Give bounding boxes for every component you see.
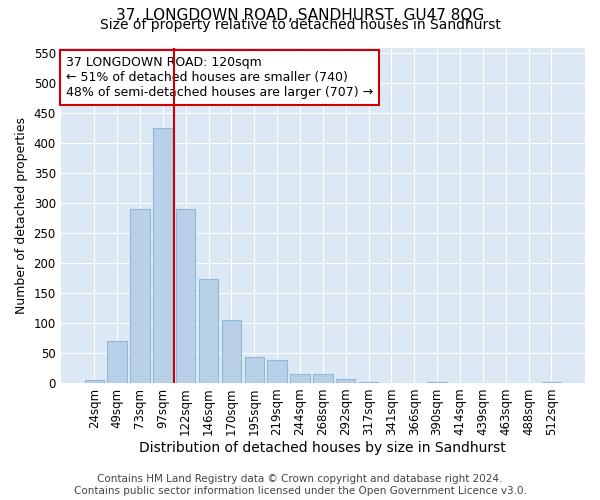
Bar — [268, 360, 287, 383]
Bar — [107, 341, 127, 383]
Bar — [427, 382, 447, 383]
Bar — [199, 280, 218, 383]
Bar — [85, 380, 104, 383]
Text: 37, LONGDOWN ROAD, SANDHURST, GU47 8QG: 37, LONGDOWN ROAD, SANDHURST, GU47 8QG — [116, 8, 484, 22]
Text: Size of property relative to detached houses in Sandhurst: Size of property relative to detached ho… — [100, 18, 500, 32]
Bar — [153, 128, 173, 383]
Bar — [130, 209, 149, 383]
Bar — [221, 320, 241, 383]
Bar — [290, 374, 310, 383]
Text: 37 LONGDOWN ROAD: 120sqm
← 51% of detached houses are smaller (740)
48% of semi-: 37 LONGDOWN ROAD: 120sqm ← 51% of detach… — [66, 56, 373, 99]
X-axis label: Distribution of detached houses by size in Sandhurst: Distribution of detached houses by size … — [139, 441, 506, 455]
Bar — [245, 357, 264, 383]
Bar — [359, 382, 378, 383]
Text: Contains HM Land Registry data © Crown copyright and database right 2024.
Contai: Contains HM Land Registry data © Crown c… — [74, 474, 526, 496]
Bar — [313, 374, 332, 383]
Y-axis label: Number of detached properties: Number of detached properties — [15, 116, 28, 314]
Bar — [176, 209, 196, 383]
Bar — [336, 380, 355, 383]
Bar — [542, 382, 561, 383]
